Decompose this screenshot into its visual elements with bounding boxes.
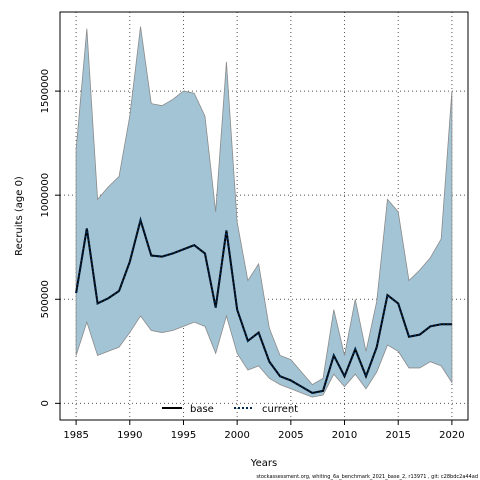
x-axis-title: Years xyxy=(250,458,277,469)
y-tick-label: 500000 xyxy=(40,280,51,318)
x-tick-label: 2000 xyxy=(224,430,249,441)
x-tick-label: 2005 xyxy=(278,430,303,441)
series-layer xyxy=(75,216,452,394)
x-tick-label: 2010 xyxy=(332,430,357,441)
x-tick-label: 2020 xyxy=(439,430,464,441)
series-line-current xyxy=(75,216,452,394)
footnote: stockassessment.org, whiting_6a_benchmar… xyxy=(256,474,478,480)
confidence-band-layer xyxy=(75,26,453,398)
plot-frame xyxy=(59,11,469,421)
x-axis: 1985 1990 1995 2000 2005 2010 2015 2020 xyxy=(63,420,465,441)
x-tick-label: 2015 xyxy=(385,430,410,441)
x-tick-label: 1995 xyxy=(171,430,196,441)
y-tick-label: 1000000 xyxy=(40,173,51,218)
x-tick-label: 1985 xyxy=(63,430,88,441)
legend: base current xyxy=(162,404,298,415)
y-tick-label: 0 xyxy=(40,400,51,406)
y-axis: 0 500000 1000000 1500000 xyxy=(40,69,60,407)
x-tick-label: 1990 xyxy=(117,430,142,441)
y-axis-title: Recruits (age 0) xyxy=(14,176,25,256)
confidence-band xyxy=(75,26,453,398)
legend-base-label: base xyxy=(190,404,214,415)
y-tick-label: 1500000 xyxy=(40,69,51,114)
legend-current-label: current xyxy=(262,404,298,415)
